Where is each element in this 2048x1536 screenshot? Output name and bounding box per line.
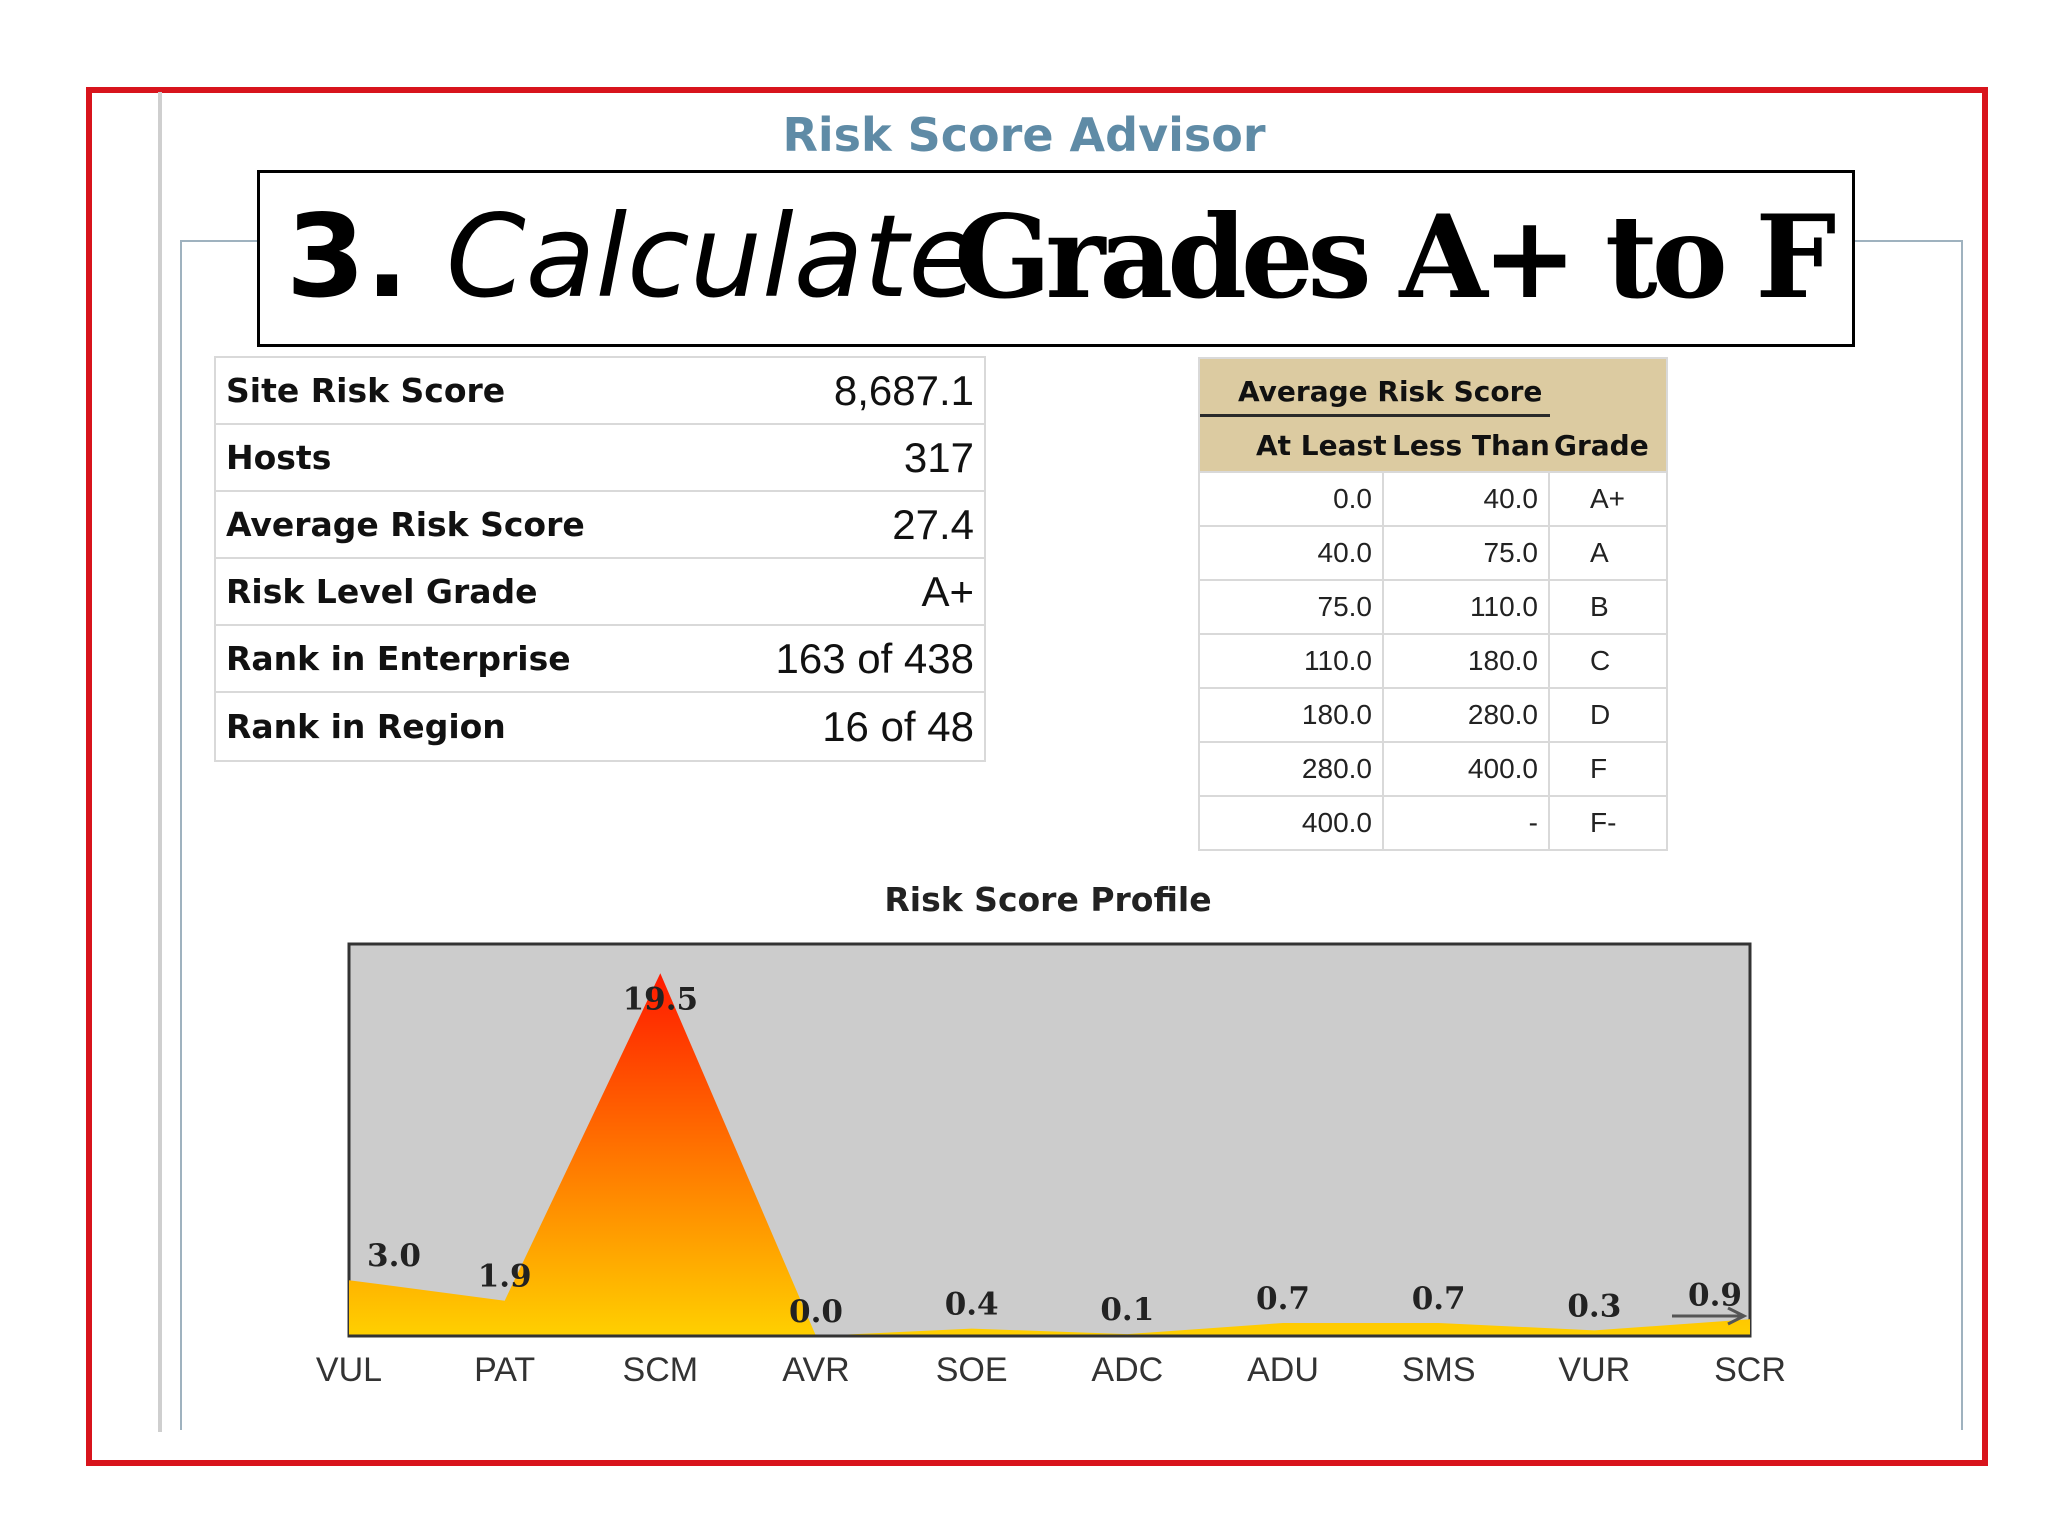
summary-row-risk-level-grade: Risk Level Grade A+ xyxy=(216,559,984,626)
cell-grade: F- xyxy=(1590,807,1617,838)
summary-label: Rank in Enterprise xyxy=(226,639,571,678)
summary-label: Rank in Region xyxy=(226,707,506,746)
cell-grade: D xyxy=(1590,699,1611,730)
data-label-pat: 1.9 xyxy=(478,1259,532,1295)
summary-value: 317 xyxy=(903,433,974,481)
summary-row-site-risk-score: Site Risk Score 8,687.1 xyxy=(216,358,984,425)
cell-grade: A+ xyxy=(1590,483,1626,514)
summary-label: Hosts xyxy=(226,438,332,477)
cell-at-least: 280.0 xyxy=(1200,743,1384,795)
x-tick-label-adc: ADC xyxy=(1091,1351,1163,1389)
summary-value: A+ xyxy=(921,567,974,615)
summary-value: 27.4 xyxy=(892,500,974,548)
data-label-adu: 0.7 xyxy=(1256,1281,1310,1317)
summary-label: Risk Level Grade xyxy=(226,572,538,611)
cell-at-least: 400.0 xyxy=(1200,797,1384,849)
risk-summary-table: Site Risk Score 8,687.1 Hosts 317 Averag… xyxy=(214,356,986,762)
column-header-at-least: At Least xyxy=(1256,429,1387,462)
cell-at-least: 0.0 xyxy=(1200,473,1384,525)
summary-row-average-risk-score: Average Risk Score 27.4 xyxy=(216,492,984,559)
data-label-sms: 0.7 xyxy=(1412,1281,1466,1317)
data-label-adc: 0.1 xyxy=(1100,1292,1154,1328)
cell-at-least: 180.0 xyxy=(1200,689,1384,741)
summary-label: Average Risk Score xyxy=(226,505,585,544)
cell-less-than: 75.0 xyxy=(1384,527,1550,579)
data-label-scm: 19.5 xyxy=(623,981,699,1017)
advisor-title: Risk Score Advisor xyxy=(782,108,1266,162)
banner-italic-text: Calculate xyxy=(446,190,979,323)
slide-banner: 3. Calculate Grades A+ to F - xyxy=(257,170,1855,347)
cell-grade: A xyxy=(1590,537,1609,568)
cell-less-than: 400.0 xyxy=(1384,743,1550,795)
panel-border-top-left xyxy=(180,240,260,242)
summary-row-rank-in-enterprise: Rank in Enterprise 163 of 438 xyxy=(216,626,984,693)
chart-title: Risk Score Profile xyxy=(884,880,1212,919)
banner-number: 3. xyxy=(286,190,409,323)
cell-grade: F xyxy=(1590,753,1608,784)
table-row: 40.0 75.0 A xyxy=(1200,525,1666,579)
data-label-vur: 0.3 xyxy=(1567,1288,1621,1324)
x-tick-label-vur: VUR xyxy=(1558,1351,1630,1389)
left-divider xyxy=(158,92,162,1432)
table-row: 75.0 110.0 B xyxy=(1200,579,1666,633)
x-tick-label-scm: SCM xyxy=(623,1351,699,1389)
data-label-scr: 0.9 xyxy=(1688,1277,1742,1313)
grade-threshold-table: Average Risk Score At Least Less Than Gr… xyxy=(1198,357,1668,851)
header-divider xyxy=(1200,414,1550,417)
panel-border-top-right xyxy=(1855,240,1963,242)
cell-grade: C xyxy=(1590,645,1611,676)
table-row: 400.0 - F- xyxy=(1200,795,1666,849)
table-row: 180.0 280.0 D xyxy=(1200,687,1666,741)
x-tick-label-adu: ADU xyxy=(1247,1351,1319,1389)
arrow-right-icon xyxy=(1672,1306,1748,1326)
data-label-soe: 0.4 xyxy=(945,1287,999,1323)
summary-value: 163 of 438 xyxy=(775,634,974,682)
data-label-vul: 3.0 xyxy=(367,1238,421,1274)
data-label-avr: 0.0 xyxy=(789,1294,843,1330)
x-tick-label-pat: PAT xyxy=(474,1351,535,1389)
table-row: 110.0 180.0 C xyxy=(1200,633,1666,687)
cell-less-than: 280.0 xyxy=(1384,689,1550,741)
grade-table-header: Average Risk Score At Least Less Than Gr… xyxy=(1200,359,1666,471)
cell-at-least: 75.0 xyxy=(1200,581,1384,633)
cell-grade: B xyxy=(1590,591,1609,622)
summary-value: 16 of 48 xyxy=(822,702,974,750)
summary-label: Site Risk Score xyxy=(226,371,506,410)
x-tick-label-soe: SOE xyxy=(936,1351,1008,1389)
panel-border-right xyxy=(1961,240,1963,1430)
panel-border-left xyxy=(180,240,182,1430)
cell-less-than: - xyxy=(1384,797,1550,849)
summary-value: 8,687.1 xyxy=(833,366,974,414)
risk-area-series xyxy=(349,973,1750,1336)
column-header-less-than: Less Than xyxy=(1392,429,1550,462)
summary-row-hosts: Hosts 317 xyxy=(216,425,984,492)
x-tick-label-vul: VUL xyxy=(316,1351,382,1389)
table-row: 0.0 40.0 A+ xyxy=(1200,471,1666,525)
x-tick-label-avr: AVR xyxy=(782,1351,849,1389)
cell-at-least: 110.0 xyxy=(1200,635,1384,687)
x-tick-label-scr: SCR xyxy=(1714,1351,1786,1389)
cell-less-than: 40.0 xyxy=(1384,473,1550,525)
banner-bold-text: Grades A+ to F - xyxy=(954,190,1855,324)
cell-at-least: 40.0 xyxy=(1200,527,1384,579)
summary-row-rank-in-region: Rank in Region 16 of 48 xyxy=(216,693,984,760)
column-header-grade: Grade xyxy=(1554,429,1649,462)
cell-less-than: 180.0 xyxy=(1384,635,1550,687)
cell-less-than: 110.0 xyxy=(1384,581,1550,633)
grade-table-group-header: Average Risk Score xyxy=(1238,375,1543,408)
table-row: 280.0 400.0 F xyxy=(1200,741,1666,795)
x-tick-label-sms: SMS xyxy=(1402,1351,1476,1389)
